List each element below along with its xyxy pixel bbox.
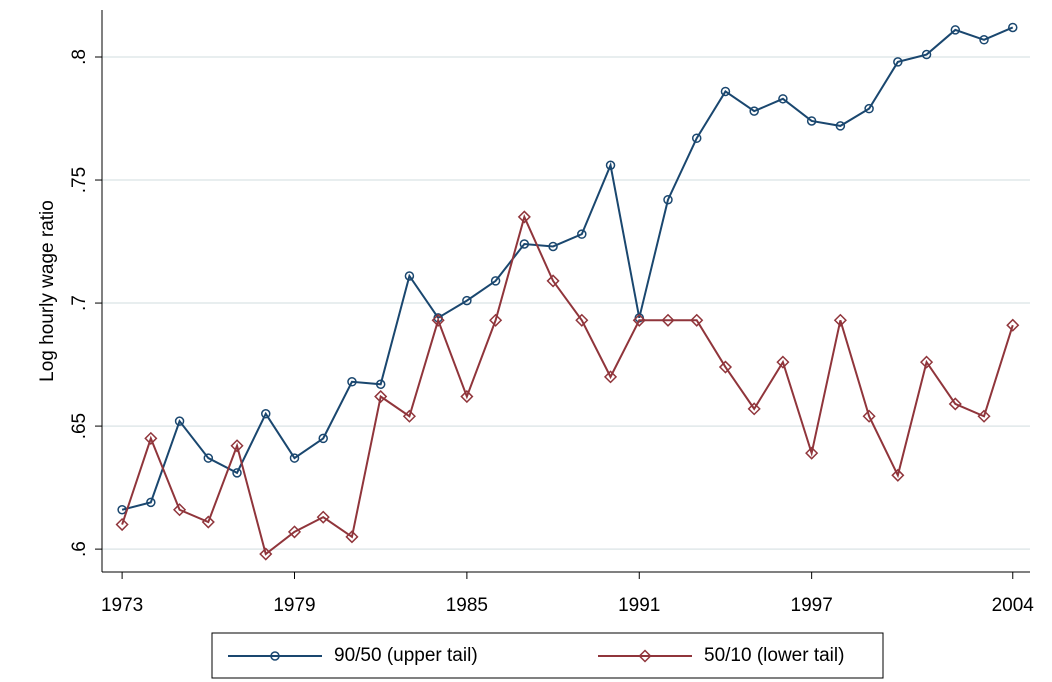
- legend-marker: [270, 651, 280, 661]
- marker: [374, 389, 388, 404]
- marker: [287, 525, 302, 539]
- x-tick-label: 2004: [992, 595, 1035, 616]
- marker: [661, 313, 675, 327]
- marker: [862, 409, 876, 423]
- marker: [318, 433, 328, 444]
- y-tick-label: .8: [69, 49, 90, 65]
- marker: [261, 409, 271, 419]
- marker: [404, 271, 415, 281]
- marker: [546, 274, 560, 288]
- marker: [201, 515, 215, 529]
- legend-label: 90/50 (upper tail): [334, 645, 478, 666]
- legend: [211, 632, 884, 679]
- marker: [720, 86, 731, 97]
- marker: [517, 210, 531, 224]
- marker: [577, 229, 587, 239]
- y-tick-label: .7: [69, 295, 90, 311]
- marker: [864, 103, 874, 114]
- x-tick-label: 1973: [101, 595, 143, 616]
- marker: [632, 313, 646, 327]
- marker: [603, 370, 618, 384]
- marker: [1006, 318, 1020, 332]
- series-line: [121, 26, 1014, 511]
- marker: [920, 355, 934, 369]
- marker: [835, 121, 846, 131]
- marker: [144, 431, 158, 445]
- y-tick-label: .65: [69, 413, 90, 439]
- marker: [347, 377, 357, 387]
- marker: [232, 468, 242, 478]
- marker: [230, 439, 244, 453]
- marker: [345, 530, 359, 544]
- marker: [548, 241, 558, 252]
- marker: [893, 57, 903, 67]
- marker: [489, 313, 503, 327]
- x-tick-label: 1997: [791, 595, 833, 616]
- marker: [490, 276, 501, 286]
- marker: [402, 409, 416, 423]
- legend-marker: [638, 649, 652, 663]
- marker: [605, 160, 616, 171]
- marker: [776, 355, 790, 369]
- x-tick-label: 1985: [446, 595, 488, 616]
- marker: [146, 497, 156, 508]
- marker: [747, 402, 761, 416]
- x-tick-label: 1991: [618, 595, 660, 616]
- marker: [575, 313, 589, 327]
- marker: [691, 133, 702, 143]
- y-tick-label: .75: [69, 167, 90, 193]
- marker: [718, 360, 733, 374]
- x-tick-label: 1979: [273, 595, 315, 616]
- series-line: [121, 214, 1014, 556]
- marker: [690, 313, 704, 327]
- marker: [460, 389, 474, 404]
- y-tick-label: .6: [69, 541, 90, 557]
- marker: [749, 106, 759, 116]
- y-axis-label: Log hourly wage ratio: [37, 200, 58, 382]
- marker: [431, 313, 445, 327]
- marker: [1008, 22, 1018, 33]
- marker: [805, 446, 819, 460]
- marker: [663, 194, 673, 205]
- marker: [806, 116, 817, 126]
- marker: [950, 25, 961, 35]
- plot-area: [102, 10, 1030, 572]
- marker: [778, 94, 788, 104]
- marker: [977, 409, 991, 423]
- marker: [462, 295, 472, 306]
- marker: [979, 35, 989, 45]
- marker: [921, 49, 932, 60]
- marker: [259, 547, 273, 561]
- marker: [115, 517, 129, 532]
- marker: [174, 416, 185, 426]
- marker: [173, 503, 187, 517]
- marker: [289, 453, 300, 463]
- marker: [891, 468, 905, 482]
- marker: [375, 379, 386, 390]
- marker: [833, 313, 847, 327]
- marker: [203, 453, 214, 463]
- legend-label: 50/10 (lower tail): [704, 645, 844, 666]
- marker: [316, 510, 330, 524]
- marker: [519, 239, 530, 249]
- marker: [948, 397, 962, 411]
